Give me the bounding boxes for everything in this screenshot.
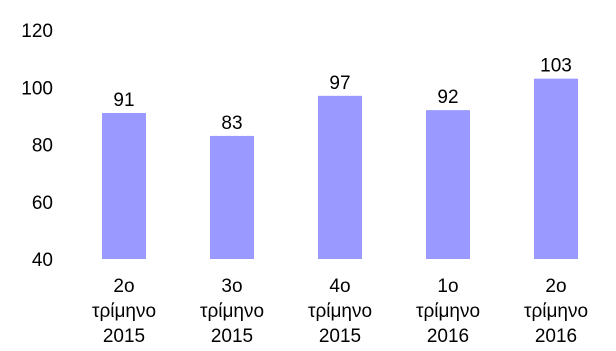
bars-group: [102, 78, 578, 260]
x-axis-category-labels: 2ο τρίμηνο 2015 3ο τρίμηνο 2015 4ο τρίμηνο 2015 1…: [92, 276, 588, 347]
x-category-label-line: 2015: [319, 326, 361, 347]
x-category-label-line: τρίμηνο: [92, 301, 156, 322]
x-category-label: 2ο τρίμηνο 2016: [524, 276, 588, 347]
x-category-label-line: τρίμηνο: [200, 301, 264, 322]
y-tick-label: 100: [21, 78, 53, 99]
data-label: 103: [540, 56, 572, 77]
x-category-label: 3ο τρίμηνο 2015: [200, 276, 264, 347]
y-tick-label: 80: [32, 136, 53, 157]
x-category-label-line: 2ο: [113, 276, 134, 297]
y-axis-ticks: 40 60 80 100 120: [21, 21, 53, 271]
data-label: 91: [113, 90, 134, 111]
x-category-label-line: 2016: [535, 326, 577, 347]
data-labels-group: 91 83 97 92 103: [113, 56, 571, 134]
x-category-label-line: 4ο: [329, 276, 350, 297]
bar: [426, 110, 470, 260]
bar: [210, 135, 254, 259]
x-category-label-line: 2015: [103, 326, 145, 347]
y-tick-label: 40: [32, 250, 53, 271]
x-category-label-line: τρίμηνο: [524, 301, 588, 322]
x-category-label: 4ο τρίμηνο 2015: [308, 276, 372, 347]
x-category-label-line: 3ο: [221, 276, 242, 297]
bar: [534, 78, 578, 259]
data-label: 97: [329, 73, 350, 94]
x-category-label: 2ο τρίμηνο 2015: [92, 276, 156, 347]
y-tick-label: 120: [21, 21, 53, 42]
x-category-label-line: τρίμηνο: [416, 301, 480, 322]
x-category-label-line: 2ο: [545, 276, 566, 297]
data-label: 92: [437, 87, 458, 108]
y-tick-label: 60: [32, 193, 53, 214]
bar: [102, 113, 146, 259]
x-category-label-line: 1ο: [437, 276, 458, 297]
x-category-label-line: τρίμηνο: [308, 301, 372, 322]
bar: [318, 95, 362, 260]
data-label: 83: [221, 113, 242, 134]
x-category-label-line: 2016: [427, 326, 469, 347]
x-category-label: 1ο τρίμηνο 2016: [416, 276, 480, 347]
x-category-label-line: 2015: [211, 326, 253, 347]
